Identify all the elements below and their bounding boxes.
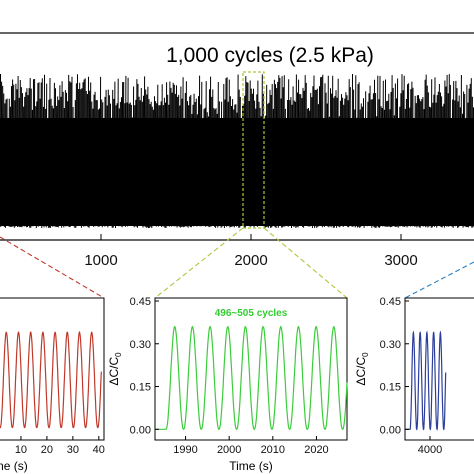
right-inset-series	[405, 330, 447, 431]
center-x-tick-label: 2000	[217, 444, 241, 456]
right-inset-y-ticks: 0.45 0.30 0.15 0.00	[380, 296, 409, 436]
main-x-tick-3000: 3000	[384, 252, 417, 269]
svg-text:ΔC/C0: ΔC/C0	[354, 352, 370, 386]
center-inset-title: 496~505 cycles	[215, 308, 288, 319]
main-x-axis	[100, 234, 402, 240]
right-inset: 0.45 0.30 0.15 0.00 4000 ΔC/C0	[354, 296, 474, 456]
center-x-tick-label: 2010	[261, 444, 285, 456]
right-inset-frame	[404, 297, 474, 441]
center-x-tick-label: 2020	[304, 444, 328, 456]
right-y-tick-label: 0.00	[380, 424, 401, 436]
center-x-tick-label: 1990	[173, 444, 197, 456]
right-y-tick-label: 0.45	[380, 296, 401, 308]
center-y-tick-label: 0.45	[130, 296, 151, 308]
center-inset-ylabel: ΔC/C0	[107, 352, 123, 386]
right-y-tick-label: 0.15	[380, 382, 401, 394]
center-inset-x-ticks: 1990 2000 2010 2020	[173, 436, 329, 456]
center-inset-series	[155, 325, 348, 431]
left-inset-series	[0, 330, 102, 429]
right-inset-x-ticks: 4000	[418, 436, 442, 456]
left-inset-xlabel: Time (s)	[0, 459, 28, 473]
right-x-tick-label: 4000	[418, 444, 442, 456]
main-title: 1,000 cycles (2.5 kPa)	[166, 44, 374, 67]
zoom-connectors	[0, 227, 474, 299]
main-plot-frame	[0, 32, 474, 241]
right-ylabel-main: ΔC/C	[354, 357, 368, 386]
main-highlight-box	[242, 71, 265, 229]
center-ylabel-main: ΔC/C	[107, 357, 121, 386]
left-x-tick-label: 20	[41, 444, 53, 456]
svg-text:ΔC/C0: ΔC/C0	[107, 352, 123, 386]
main-panel: 1,000 cycles (2.5 kPa) 1000 2000 3000	[0, 32, 474, 269]
center-connector-right	[263, 227, 348, 299]
left-x-tick-label: 40	[93, 444, 105, 456]
center-inset-frame	[154, 297, 348, 441]
center-y-tick-label: 0.15	[130, 382, 151, 394]
center-ylabel-sub: 0	[114, 352, 123, 357]
center-connector-left	[154, 227, 244, 299]
main-signal-fill	[0, 118, 474, 226]
right-y-tick-label: 0.30	[380, 339, 401, 351]
main-x-tick-1000: 1000	[84, 252, 117, 269]
main-x-tick-2000: 2000	[234, 252, 267, 269]
main-signal-series	[0, 73, 474, 229]
center-inset-y-ticks: 0.45 0.30 0.15 0.00	[130, 296, 159, 436]
right-connector	[404, 261, 474, 299]
left-x-tick-label: 30	[67, 444, 79, 456]
right-series-line	[405, 330, 447, 431]
left-x-tick-label: 10	[15, 444, 27, 456]
left-series-line	[0, 330, 102, 429]
left-connector	[0, 236, 105, 299]
center-series-line	[155, 325, 348, 431]
left-inset: 10 20 30 40 Time (s)	[0, 297, 105, 473]
center-y-tick-label: 0.30	[130, 339, 151, 351]
center-inset: 496~505 cycles 1990 2000 2010 2020 0.45 0.30…	[130, 296, 348, 473]
left-inset-x-ticks: 10 20 30 40	[15, 436, 105, 456]
right-inset-ylabel: ΔC/C0	[354, 352, 370, 386]
right-ylabel-sub: 0	[361, 352, 370, 357]
left-inset-frame	[0, 297, 105, 441]
center-y-tick-label: 0.00	[130, 424, 151, 436]
center-inset-xlabel: Time (s)	[229, 459, 273, 473]
